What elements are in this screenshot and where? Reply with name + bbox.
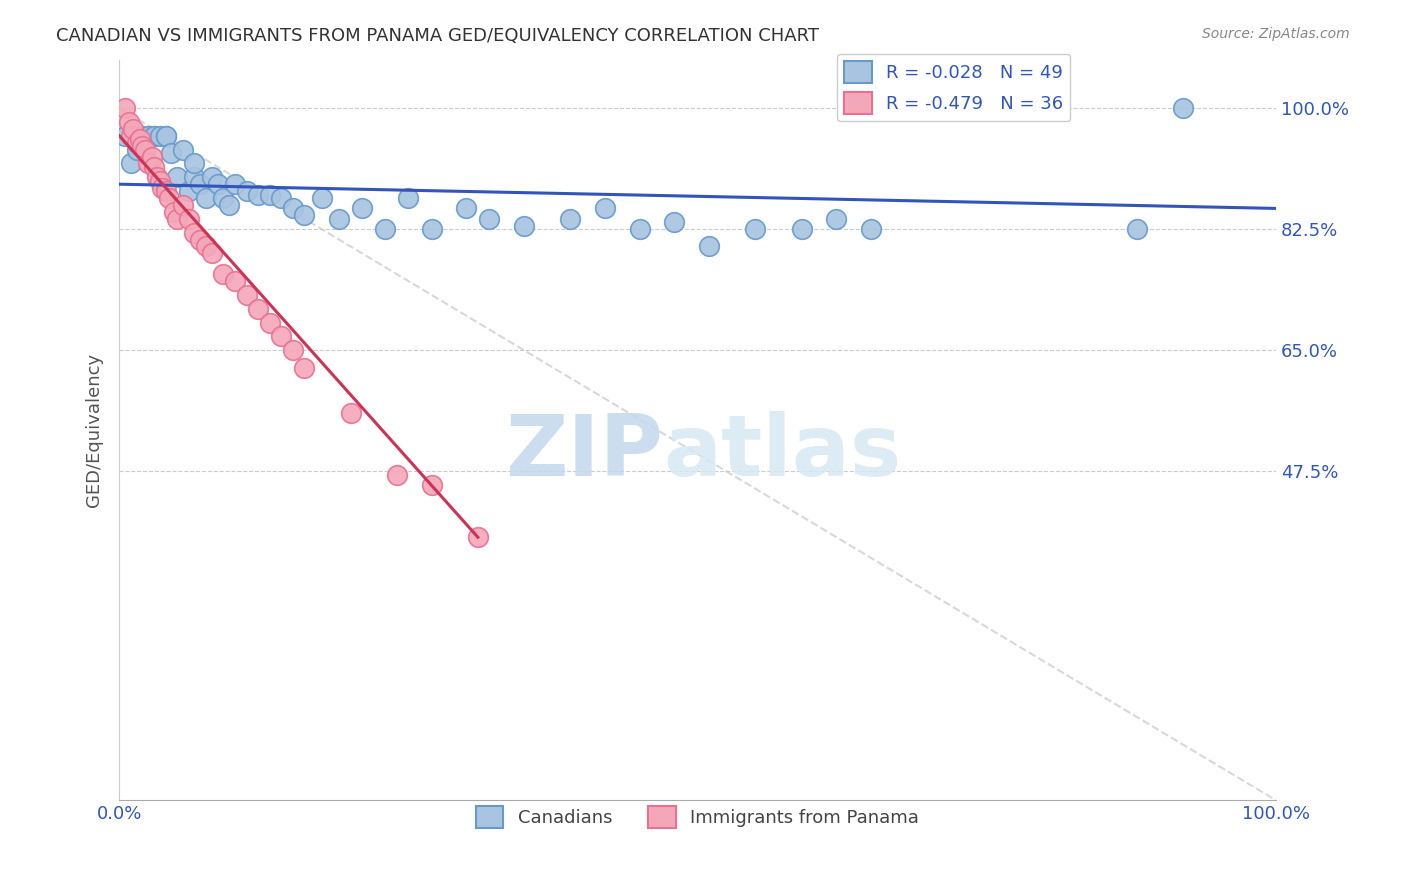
Point bbox=[339, 406, 361, 420]
Point bbox=[224, 274, 246, 288]
Point bbox=[235, 288, 257, 302]
Point bbox=[235, 184, 257, 198]
Point bbox=[120, 128, 142, 143]
Point bbox=[172, 198, 194, 212]
Point bbox=[385, 467, 408, 482]
Point bbox=[374, 222, 396, 236]
Point bbox=[157, 191, 180, 205]
Point bbox=[183, 170, 205, 185]
Point bbox=[697, 239, 720, 253]
Point bbox=[744, 222, 766, 236]
Point bbox=[420, 222, 443, 236]
Point bbox=[134, 143, 156, 157]
Point bbox=[122, 121, 145, 136]
Point bbox=[162, 205, 184, 219]
Point bbox=[150, 180, 173, 194]
Point bbox=[155, 128, 177, 143]
Point bbox=[149, 174, 172, 188]
Point bbox=[270, 329, 292, 343]
Point bbox=[141, 149, 163, 163]
Point bbox=[131, 139, 153, 153]
Point bbox=[129, 132, 152, 146]
Point bbox=[166, 170, 188, 185]
Point bbox=[125, 143, 148, 157]
Point bbox=[114, 101, 136, 115]
Point bbox=[860, 222, 883, 236]
Point bbox=[456, 202, 478, 216]
Point bbox=[149, 128, 172, 143]
Point bbox=[207, 177, 229, 191]
Point bbox=[155, 184, 177, 198]
Text: ZIP: ZIP bbox=[505, 410, 662, 493]
Point bbox=[513, 219, 536, 233]
Point bbox=[1126, 222, 1149, 236]
Point bbox=[143, 160, 166, 174]
Legend: Canadians, Immigrants from Panama: Canadians, Immigrants from Panama bbox=[470, 799, 927, 836]
Point bbox=[247, 187, 270, 202]
Point bbox=[398, 191, 420, 205]
Point bbox=[478, 211, 501, 226]
Point bbox=[201, 246, 224, 260]
Point bbox=[188, 233, 211, 247]
Point bbox=[790, 222, 813, 236]
Point bbox=[664, 215, 686, 229]
Point bbox=[195, 239, 218, 253]
Point bbox=[183, 156, 205, 170]
Point bbox=[292, 360, 315, 375]
Point bbox=[136, 128, 159, 143]
Point bbox=[160, 146, 183, 161]
Point bbox=[224, 177, 246, 191]
Point bbox=[212, 191, 235, 205]
Point bbox=[628, 222, 651, 236]
Point bbox=[259, 187, 281, 202]
Point bbox=[218, 198, 240, 212]
Point bbox=[593, 202, 616, 216]
Point bbox=[117, 115, 139, 129]
Point bbox=[183, 226, 205, 240]
Point bbox=[420, 478, 443, 492]
Point bbox=[352, 202, 374, 216]
Point bbox=[195, 191, 218, 205]
Point bbox=[328, 211, 350, 226]
Point bbox=[825, 211, 848, 226]
Point bbox=[188, 177, 211, 191]
Point bbox=[270, 191, 292, 205]
Point bbox=[125, 136, 148, 150]
Point bbox=[259, 316, 281, 330]
Point bbox=[292, 208, 315, 222]
Point bbox=[201, 170, 224, 185]
Point bbox=[172, 143, 194, 157]
Text: CANADIAN VS IMMIGRANTS FROM PANAMA GED/EQUIVALENCY CORRELATION CHART: CANADIAN VS IMMIGRANTS FROM PANAMA GED/E… bbox=[56, 27, 820, 45]
Point bbox=[166, 211, 188, 226]
Point bbox=[136, 156, 159, 170]
Point bbox=[1173, 101, 1195, 115]
Point bbox=[114, 128, 136, 143]
Point bbox=[131, 128, 153, 143]
Point bbox=[212, 267, 235, 281]
Point bbox=[560, 211, 582, 226]
Text: Source: ZipAtlas.com: Source: ZipAtlas.com bbox=[1202, 27, 1350, 41]
Point bbox=[155, 128, 177, 143]
Point bbox=[177, 211, 200, 226]
Text: atlas: atlas bbox=[662, 410, 901, 493]
Point bbox=[281, 202, 304, 216]
Y-axis label: GED/Equivalency: GED/Equivalency bbox=[86, 353, 103, 507]
Point bbox=[143, 128, 166, 143]
Point bbox=[311, 191, 333, 205]
Point bbox=[177, 184, 200, 198]
Point bbox=[120, 156, 142, 170]
Point bbox=[281, 343, 304, 358]
Point bbox=[247, 301, 270, 316]
Point bbox=[143, 128, 166, 143]
Point bbox=[467, 530, 489, 544]
Point bbox=[146, 170, 169, 185]
